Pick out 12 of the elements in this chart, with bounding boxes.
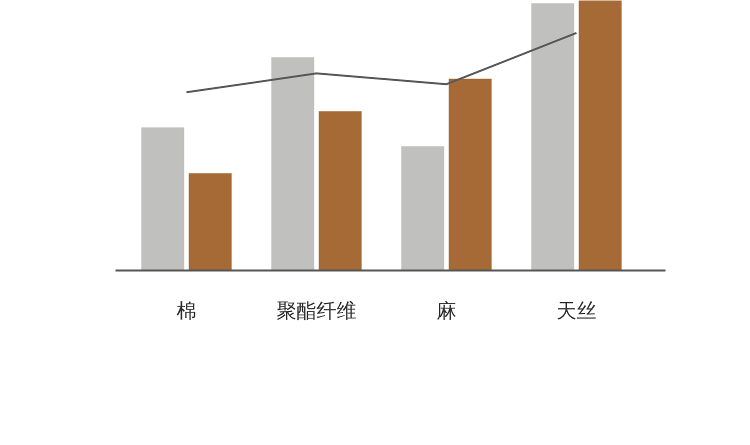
bar: [448, 78, 492, 270]
bar: [188, 173, 232, 270]
x-tick-label: 棉: [176, 298, 196, 322]
bar: [271, 57, 314, 270]
x-tick-label: 天丝: [556, 298, 596, 322]
x-tick-label: 麻: [436, 298, 456, 322]
bar: [531, 3, 574, 270]
bar: [401, 146, 444, 270]
x-tick-label: 聚酯纤维: [276, 298, 356, 322]
bar: [141, 127, 184, 270]
bar: [318, 111, 362, 270]
bar: [578, 0, 622, 270]
